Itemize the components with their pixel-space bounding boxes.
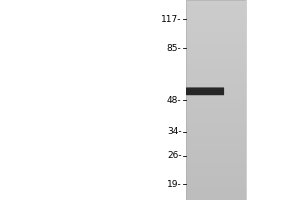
Bar	[186, 17, 246, 20]
Text: 117-: 117-	[161, 15, 182, 24]
Bar	[186, 135, 246, 138]
Bar	[186, 177, 246, 180]
Bar	[186, 15, 246, 18]
Bar	[186, 92, 246, 95]
Bar	[186, 160, 246, 162]
Bar	[186, 127, 246, 130]
Bar	[186, 145, 246, 148]
Bar	[186, 147, 246, 150]
Bar	[186, 25, 246, 28]
Bar	[186, 30, 246, 32]
Bar	[186, 95, 246, 98]
Bar	[186, 10, 246, 12]
Bar	[186, 55, 246, 58]
Bar	[186, 45, 246, 47]
Bar	[186, 152, 246, 155]
Text: 19-: 19-	[167, 180, 182, 189]
Bar	[186, 132, 246, 135]
Bar	[186, 182, 246, 185]
Bar	[186, 77, 246, 80]
Bar	[186, 80, 246, 82]
Bar	[186, 70, 246, 73]
Bar	[186, 85, 246, 88]
Bar	[186, 197, 246, 200]
Bar	[186, 192, 246, 195]
Bar	[186, 107, 246, 110]
Bar	[186, 130, 246, 132]
Bar	[186, 12, 246, 15]
Bar	[186, 170, 246, 172]
Bar	[186, 150, 246, 152]
Bar	[186, 112, 246, 115]
FancyBboxPatch shape	[186, 87, 224, 95]
Bar	[186, 115, 246, 117]
Bar	[186, 117, 246, 120]
Bar	[186, 187, 246, 190]
Bar	[186, 185, 246, 188]
Bar	[186, 72, 246, 75]
Bar	[186, 122, 246, 125]
Bar	[186, 20, 246, 23]
Bar	[186, 42, 246, 45]
Bar	[186, 125, 246, 128]
Bar	[186, 195, 246, 198]
Bar	[186, 175, 246, 178]
Bar	[186, 7, 246, 10]
Bar	[186, 140, 246, 143]
Bar	[186, 2, 246, 5]
Bar	[186, 110, 246, 112]
Bar	[186, 37, 246, 40]
Bar	[186, 22, 246, 25]
Text: 85-: 85-	[167, 44, 182, 53]
Bar	[186, 65, 246, 68]
Bar	[186, 105, 246, 108]
Bar	[186, 52, 246, 55]
Bar	[186, 67, 246, 70]
Bar	[186, 157, 246, 160]
Text: 26-: 26-	[167, 151, 182, 160]
Bar	[186, 27, 246, 30]
Bar	[186, 50, 246, 52]
Bar	[186, 90, 246, 93]
Bar	[186, 97, 246, 100]
Bar	[186, 102, 246, 105]
Bar	[186, 155, 246, 158]
Bar	[186, 180, 246, 182]
Bar	[186, 5, 246, 7]
Bar	[186, 40, 246, 43]
Bar	[186, 32, 246, 35]
Bar	[186, 35, 246, 38]
Bar	[186, 75, 246, 77]
Bar	[186, 190, 246, 192]
Bar	[186, 0, 246, 3]
Bar	[186, 120, 246, 122]
Text: 34-: 34-	[167, 127, 182, 136]
Bar	[186, 142, 246, 145]
Bar	[186, 62, 246, 65]
Bar	[186, 137, 246, 140]
Bar	[186, 165, 246, 168]
Bar	[186, 0, 246, 200]
Bar	[186, 82, 246, 85]
Bar	[186, 172, 246, 175]
Text: 48-: 48-	[167, 96, 182, 105]
Bar	[186, 60, 246, 63]
Bar	[186, 57, 246, 60]
Bar	[186, 47, 246, 50]
Bar	[186, 100, 246, 102]
Bar	[186, 162, 246, 165]
Bar	[186, 87, 246, 90]
Bar	[186, 167, 246, 170]
